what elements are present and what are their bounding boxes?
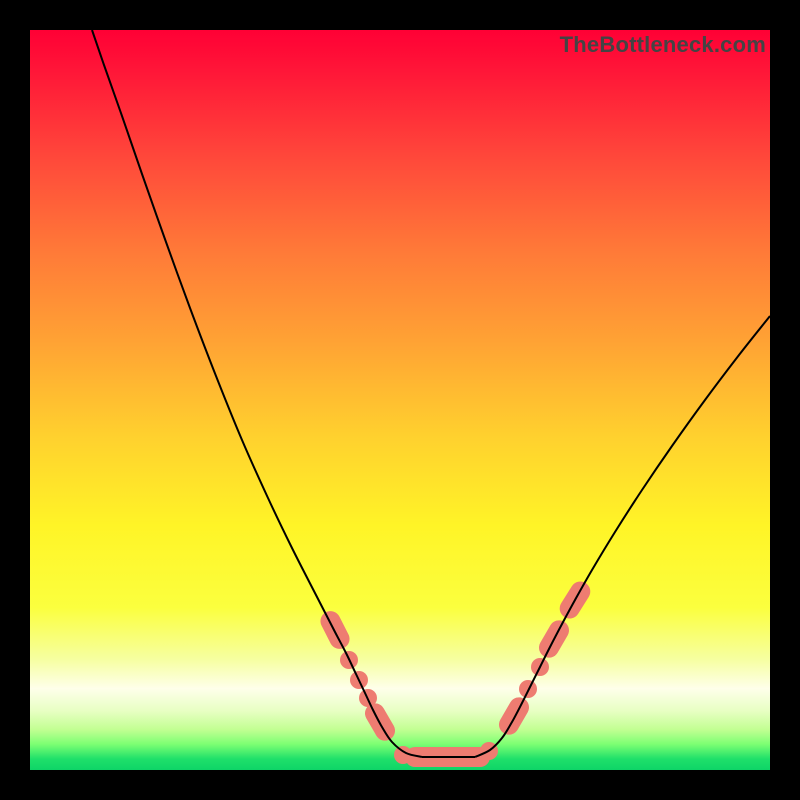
marker-layer (317, 578, 594, 767)
plot-area (30, 30, 770, 770)
chart-svg (30, 30, 770, 770)
series-left-curve (92, 30, 422, 757)
chart-stage: TheBottleneck.com (0, 0, 800, 800)
curve-marker-pill (495, 694, 532, 739)
